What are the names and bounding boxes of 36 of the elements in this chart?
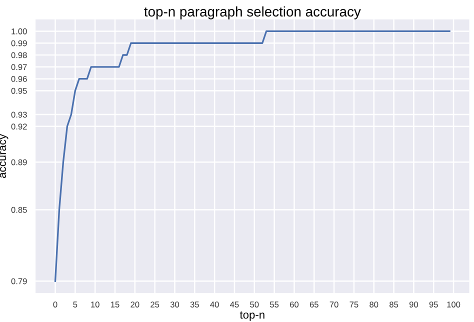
y-tick-label: 0.92 bbox=[11, 124, 27, 130]
y-tick-label: 0.79 bbox=[11, 278, 27, 284]
y-tick-label: 0.85 bbox=[11, 206, 27, 213]
x-tick-label: 65 bbox=[310, 302, 318, 308]
chart-title: top-n paragraph selection accuracy bbox=[144, 6, 361, 20]
y-tick-label: 0.95 bbox=[11, 88, 27, 94]
y-tick-label: 0.96 bbox=[11, 76, 27, 82]
x-tick-label: 40 bbox=[210, 302, 219, 308]
y-tick-label: 0.98 bbox=[11, 52, 27, 58]
x-tick-label: 35 bbox=[190, 302, 199, 308]
x-tick-label: 95 bbox=[429, 302, 438, 308]
x-tick-label: 75 bbox=[350, 302, 358, 308]
x-tick-label: 50 bbox=[250, 302, 259, 308]
y-tick-label: 0.97 bbox=[11, 64, 27, 70]
x-tick-label: 5 bbox=[73, 302, 78, 308]
x-tick-label: 10 bbox=[91, 302, 100, 308]
x-tick-label: 55 bbox=[270, 302, 279, 308]
x-tick-label: 60 bbox=[290, 302, 299, 308]
x-axis-title: top-n bbox=[240, 311, 264, 321]
y-tick-label: 0.93 bbox=[11, 112, 27, 118]
x-tick-label: 15 bbox=[111, 302, 120, 308]
y-tick-label: 1.00 bbox=[12, 28, 27, 34]
x-tick-label: 70 bbox=[330, 302, 338, 308]
x-tick-label: 25 bbox=[150, 302, 160, 308]
y-axis-title: accuracy bbox=[0, 134, 8, 178]
x-tick-label: 45 bbox=[230, 302, 239, 308]
line-series bbox=[54, 30, 450, 282]
x-tick-label: 90 bbox=[409, 302, 418, 308]
x-tick-label: 0 bbox=[53, 302, 58, 308]
x-tick-label: 30 bbox=[170, 302, 180, 308]
x-tick-label: 100 bbox=[447, 302, 460, 308]
x-tick-label: 80 bbox=[370, 302, 378, 308]
x-tick-label: 20 bbox=[130, 302, 140, 308]
x-tick-label: 85 bbox=[390, 302, 398, 308]
y-tick-label: 0.89 bbox=[11, 159, 27, 166]
y-tick-label: 0.99 bbox=[11, 40, 27, 46]
